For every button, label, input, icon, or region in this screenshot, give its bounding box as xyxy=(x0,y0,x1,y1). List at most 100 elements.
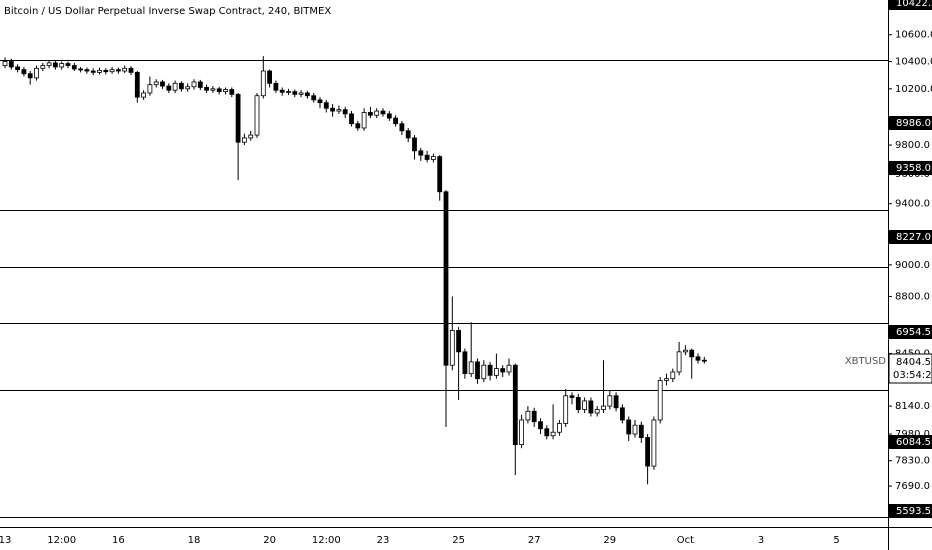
candle xyxy=(349,111,354,127)
y-tick-label: 9000.0 xyxy=(895,260,930,271)
candle xyxy=(166,83,172,93)
candle-body xyxy=(178,82,184,90)
candle-body xyxy=(569,395,575,398)
candle xyxy=(197,79,203,91)
marker-box xyxy=(889,435,932,449)
candle-body xyxy=(172,82,178,91)
candle xyxy=(241,133,247,146)
countdown-label: 03:54:21 xyxy=(893,370,932,381)
candle-body xyxy=(386,113,392,119)
marker-label: 5593.5 xyxy=(896,506,931,517)
x-tick-label: 12:00 xyxy=(312,535,341,546)
x-tick-label: Oct xyxy=(677,535,694,546)
candle xyxy=(128,66,134,76)
candle-body xyxy=(374,110,380,116)
candle xyxy=(34,65,39,81)
candle xyxy=(178,81,184,92)
candle xyxy=(430,153,436,163)
candle xyxy=(550,404,556,440)
symbol-label: XBTUSD xyxy=(845,356,886,367)
candle xyxy=(380,108,386,117)
candle xyxy=(399,120,405,136)
candle-body xyxy=(493,368,499,376)
candle xyxy=(500,365,506,378)
candle-body xyxy=(160,81,165,87)
candle-body xyxy=(632,424,638,435)
last-price-box xyxy=(888,353,932,384)
candle-body xyxy=(279,89,285,93)
candle xyxy=(65,61,71,69)
plot xyxy=(2,56,707,485)
candle-body xyxy=(620,407,625,421)
candle xyxy=(487,361,493,381)
candle xyxy=(557,419,562,436)
x-tick-label: 29 xyxy=(603,535,616,546)
candle-body xyxy=(298,92,304,95)
last-price-label: 8404.5 xyxy=(896,357,931,368)
candle xyxy=(367,106,373,119)
candle-body xyxy=(657,380,663,421)
candle xyxy=(267,69,273,88)
x-tick-label: 16 xyxy=(112,535,125,546)
candle-body xyxy=(267,70,273,84)
candle-body xyxy=(651,419,657,467)
candle xyxy=(279,87,285,96)
candle-body xyxy=(292,91,298,95)
candle xyxy=(248,130,254,141)
marker-box xyxy=(889,325,932,339)
candle xyxy=(683,345,688,356)
candle xyxy=(412,135,417,160)
candle-body xyxy=(613,395,619,409)
candle-body xyxy=(191,81,197,88)
candle xyxy=(418,147,424,161)
candle-body xyxy=(134,71,140,98)
candle xyxy=(569,392,575,405)
candle xyxy=(449,296,455,371)
candle-body xyxy=(689,349,695,358)
candle xyxy=(109,66,115,74)
marker-label: 6084.5 xyxy=(896,437,931,448)
candle-body xyxy=(544,428,550,437)
x-tick-label: 20 xyxy=(263,535,276,546)
candle-body xyxy=(141,92,147,98)
candle xyxy=(468,322,474,378)
candle xyxy=(204,84,210,93)
candle-body xyxy=(487,364,493,376)
x-tick-label: 25 xyxy=(452,535,465,546)
candle xyxy=(519,414,524,449)
candle-body xyxy=(166,85,172,91)
x-tick-label: 5 xyxy=(833,535,839,546)
candle xyxy=(506,358,512,376)
candle xyxy=(620,404,625,424)
candle-body xyxy=(248,134,254,139)
candle-body xyxy=(683,349,688,353)
candle xyxy=(235,92,241,180)
candle xyxy=(594,406,600,417)
candle xyxy=(493,353,499,379)
x-tick-label: 13 xyxy=(0,535,11,546)
candle xyxy=(651,416,657,470)
candle xyxy=(304,90,310,99)
candle xyxy=(689,348,695,379)
candle-body xyxy=(405,130,411,139)
candle-body xyxy=(582,400,587,410)
candle xyxy=(260,56,266,99)
candle xyxy=(701,356,707,364)
candle xyxy=(323,99,329,113)
candle-body xyxy=(27,73,33,79)
marker-box xyxy=(889,0,932,10)
candle xyxy=(563,388,569,427)
candle-body xyxy=(538,421,543,430)
candle-body xyxy=(109,69,115,73)
candle-body xyxy=(15,66,21,71)
candle xyxy=(424,150,430,163)
candle-body xyxy=(481,364,487,380)
candle-body xyxy=(323,102,329,109)
x-tick-label: 27 xyxy=(528,535,541,546)
candle xyxy=(582,397,587,414)
candle-body xyxy=(336,109,342,112)
candle-body xyxy=(607,395,613,407)
time-axis: 13 12:00 16 18 20 12:00 23 25 27 29 Oct 3 5 xyxy=(0,535,840,546)
candle-body xyxy=(701,359,707,362)
candle xyxy=(361,108,367,131)
